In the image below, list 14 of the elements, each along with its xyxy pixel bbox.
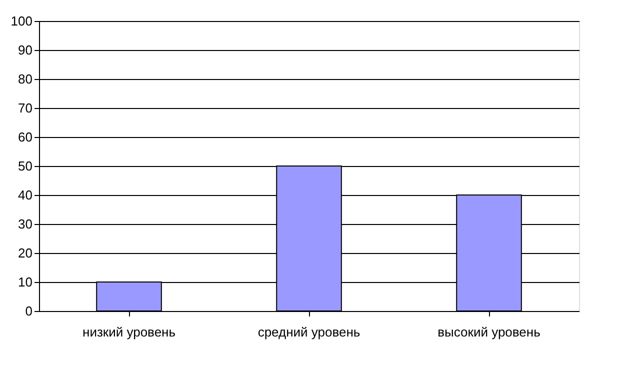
y-tick-label: 30 [18,216,32,232]
y-tick-label: 0 [25,304,32,318]
y-tick-label: 100 [10,14,32,28]
x-tick-label: низкий уровень [82,324,176,340]
x-tick-label: средний уровень [258,324,360,340]
x-tick-label: высокий уровень [438,324,541,340]
y-tick-label: 40 [18,188,32,202]
y-tick-label: 90 [18,42,32,58]
y-tick-label: 70 [18,100,32,116]
y-tick-label: 10 [18,274,32,290]
y-tick-label: 20 [18,246,32,260]
y-tick-label: 50 [18,158,32,174]
y-tick-label: 80 [18,72,32,86]
y-tick-label: 60 [18,130,32,144]
